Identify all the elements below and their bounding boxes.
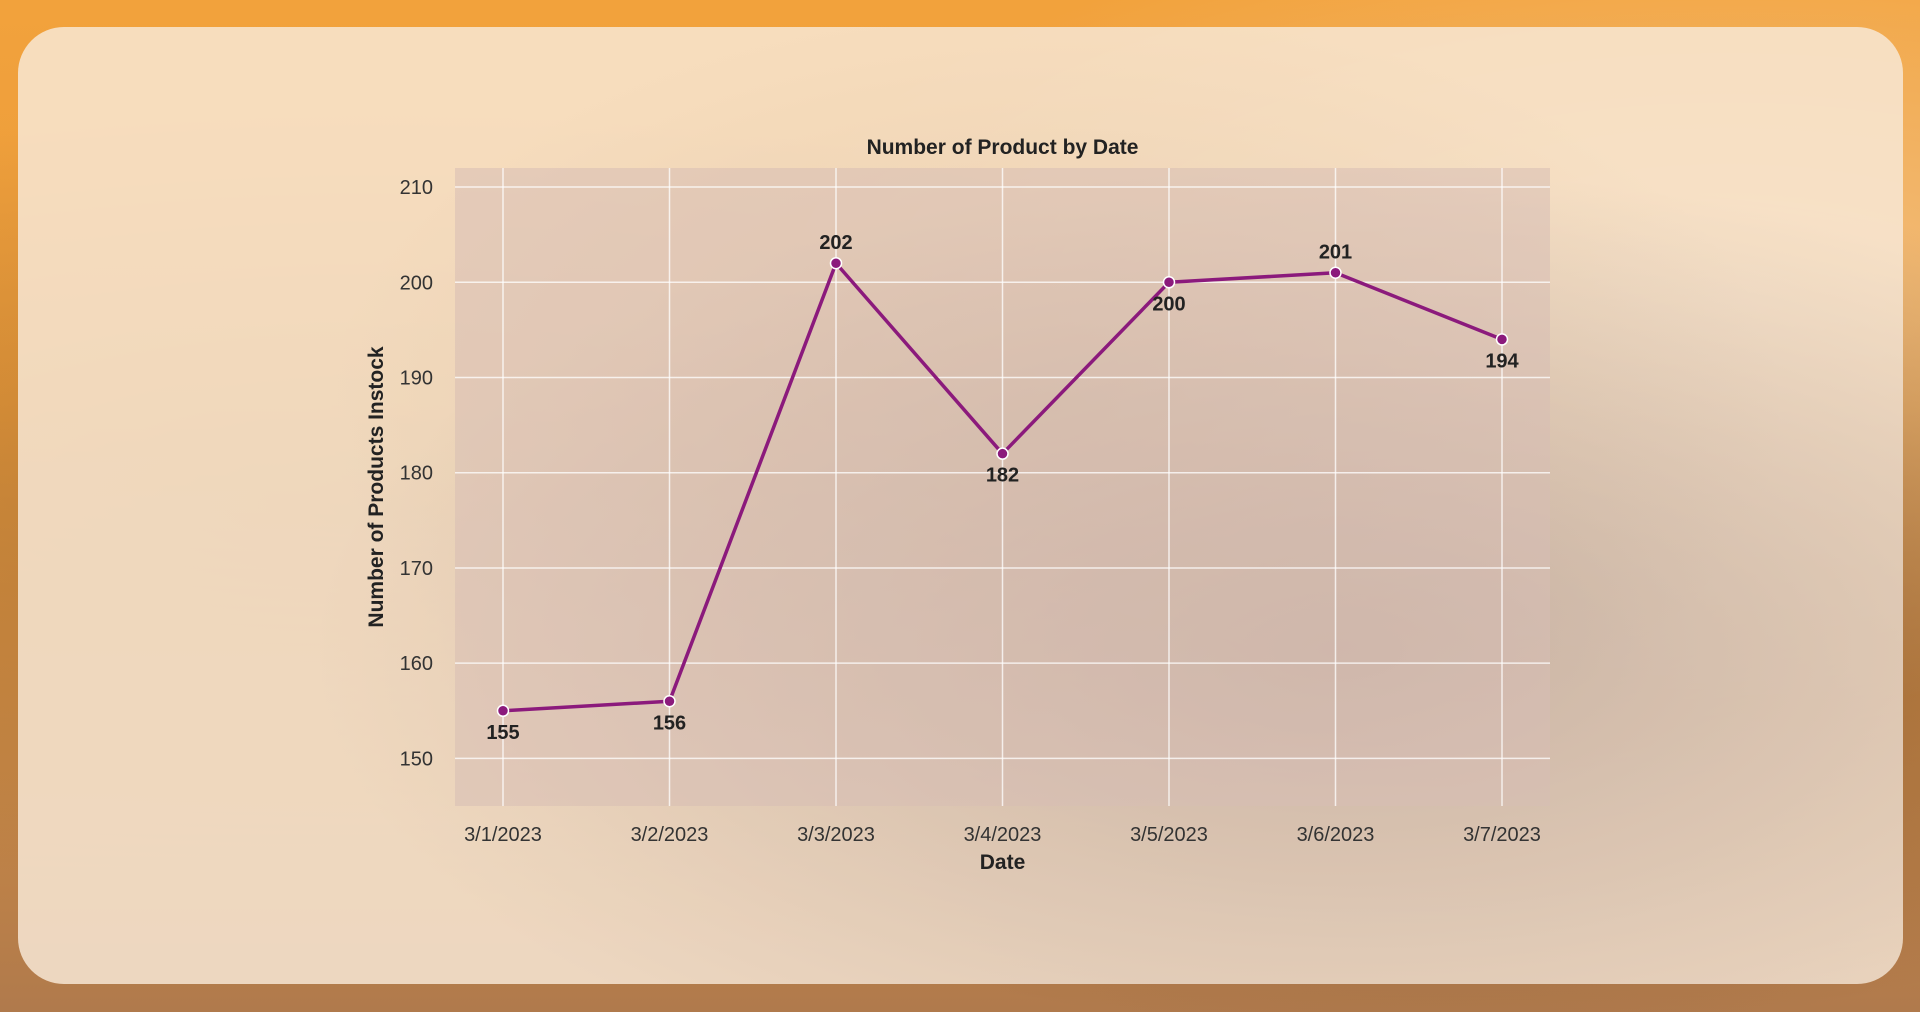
chart-title: Number of Product by Date [867, 136, 1139, 159]
data-label: 194 [1485, 350, 1519, 372]
x-tick-labels: 3/1/2023 3/2/2023 3/3/2023 3/4/2023 3/5/2023… [464, 824, 1541, 846]
x-tick-label: 3/7/2023 [1463, 824, 1541, 846]
y-tick-label: 160 [400, 653, 433, 675]
data-point [1495, 333, 1509, 346]
y-tick-label: 150 [400, 748, 433, 770]
grid-lines [455, 168, 1550, 806]
data-point [496, 704, 510, 718]
data-point [996, 447, 1009, 460]
y-tick-label: 170 [400, 558, 433, 580]
x-axis-label: Date [980, 851, 1026, 874]
x-tick-label: 3/1/2023 [464, 824, 542, 846]
y-tick-label: 200 [400, 272, 433, 294]
x-tick-label: 3/4/2023 [964, 824, 1042, 846]
data-label: 201 [1319, 242, 1352, 264]
x-tick-label: 3/3/2023 [797, 824, 875, 846]
y-tick-label: 180 [400, 463, 433, 485]
y-tick-labels: 150 160 170 180 190 200 210 [400, 177, 433, 770]
x-tick-label: 3/5/2023 [1130, 824, 1208, 846]
data-label: 156 [653, 712, 686, 734]
y-axis-label: Number of Products Instock [365, 346, 388, 628]
data-point [1329, 266, 1342, 279]
x-tick-label: 3/2/2023 [631, 824, 709, 846]
data-label: 182 [986, 465, 1019, 487]
y-tick-label: 190 [400, 367, 433, 389]
x-tick-label: 3/6/2023 [1297, 824, 1375, 846]
y-tick-label: 210 [400, 177, 433, 199]
data-label: 202 [819, 232, 852, 254]
data-point [663, 695, 676, 708]
series-group [496, 256, 1509, 718]
data-label: 155 [486, 722, 519, 744]
data-label: 200 [1152, 293, 1185, 315]
data-labels: 155 156 202 182 200 201 194 [486, 232, 1519, 744]
data-point [1162, 276, 1176, 289]
data-point [829, 256, 843, 270]
